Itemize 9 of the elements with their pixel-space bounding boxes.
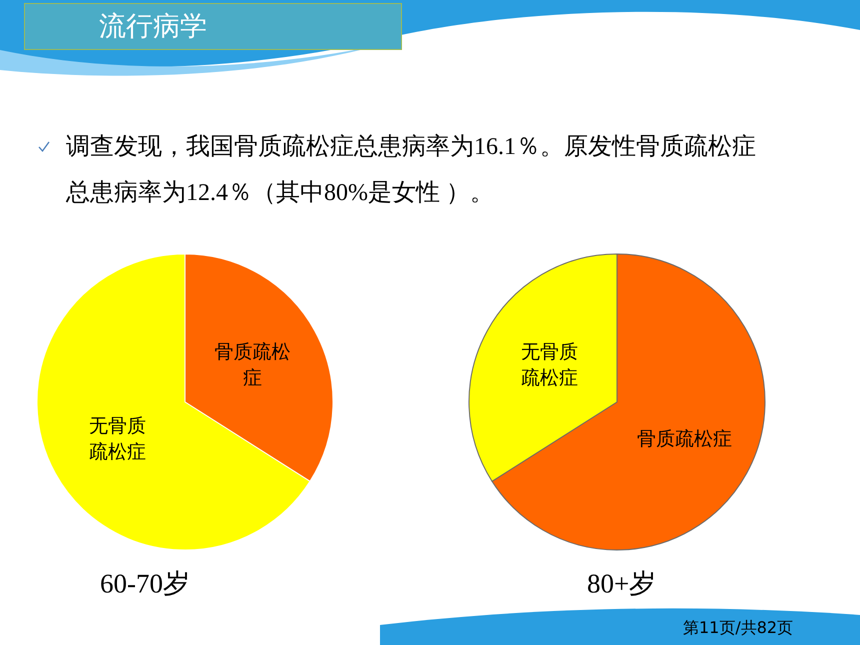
slice-label: 无骨质疏松症 — [89, 415, 146, 464]
text: 第11页/共82页 — [683, 618, 794, 639]
text: 80+岁 — [587, 568, 656, 598]
slice-label: 骨质疏松症 — [636, 428, 732, 450]
text: 流行病学 — [99, 11, 207, 42]
text: 调查发现，我国骨质疏松症总患病率为16.1％。原发性骨质疏松症总患病率为12.4％（其中80%是女性 ）。 — [66, 132, 757, 208]
slice-label: 无骨质疏松症 — [521, 340, 578, 389]
text: 60-70岁 — [100, 568, 190, 598]
slice-label: 骨质疏松症 — [214, 340, 290, 389]
